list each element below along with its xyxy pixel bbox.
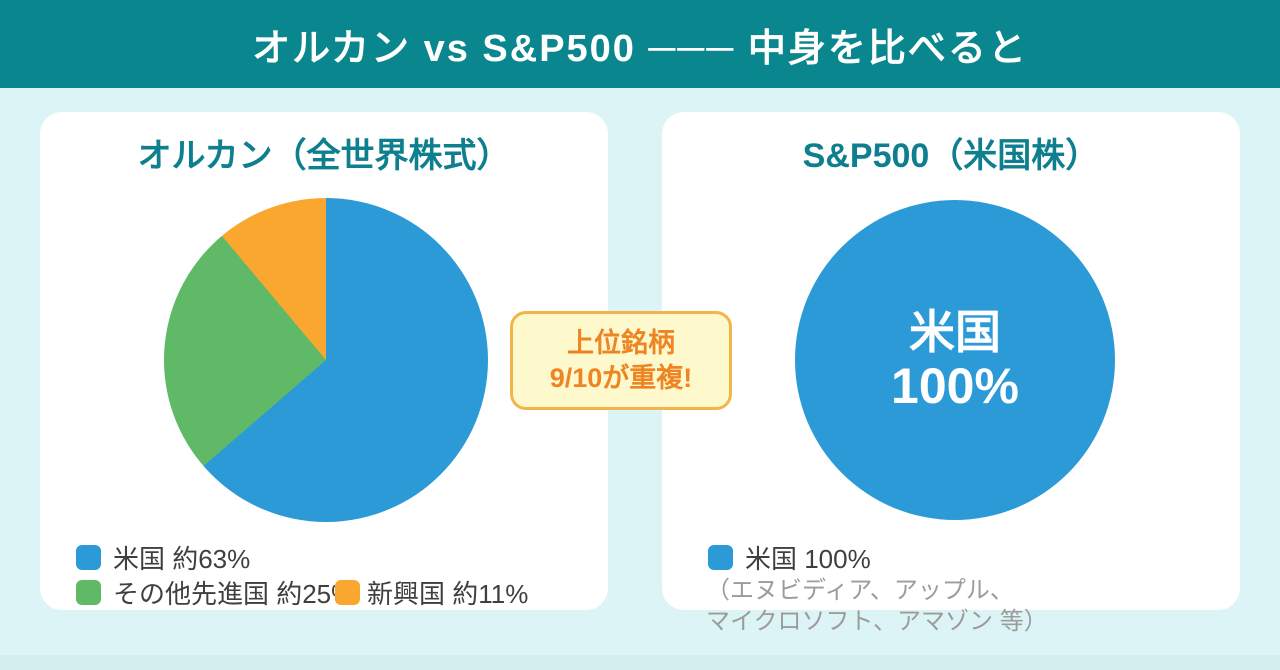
legend-swatch-us-100 — [708, 544, 733, 570]
callout-line2: 9/10が重複! — [549, 362, 693, 393]
legend-swatch-us — [76, 544, 101, 570]
sp500-holdings-note: （エヌビディア、アップル、 マイクロソフト、アマゾン 等） — [706, 575, 1206, 637]
legend-item-us-100: 米国 100% — [708, 543, 871, 574]
sp500-holdings-note-line1: （エヌビディア、アップル、 — [706, 577, 1014, 604]
callout-line1: 上位銘柄 — [567, 327, 675, 358]
legend-swatch-developed — [76, 579, 101, 605]
legend-item-us: 米国 約63% — [76, 543, 250, 574]
header-bar: オルカン vs S&P500 ─── 中身を比べると — [0, 0, 1280, 88]
overlap-callout: 上位銘柄 9/10が重複! — [510, 311, 732, 410]
legend-item-developed: その他先進国 約25% — [76, 578, 354, 609]
pie-chart-sp500: 米国 100% — [795, 200, 1115, 520]
legend-swatch-emerging — [335, 579, 360, 605]
circle-label-country: 米国 — [909, 306, 1001, 358]
pie-chart-all-country — [164, 198, 488, 522]
legend-label-developed: その他先進国 約25% — [113, 578, 355, 609]
legend-label-emerging: 新興国 約11% — [367, 578, 529, 609]
legend-label-us: 米国 約63% — [113, 543, 251, 574]
card-title-all-country: オルカン（全世界株式） — [137, 137, 511, 175]
footer-strip — [0, 655, 1280, 670]
page-title: オルカン vs S&P500 ─── 中身を比べると — [252, 27, 1028, 70]
card-sp500: S&P500（米国株） 米国 100% 米国 100% （エヌビディア、アップル… — [662, 112, 1240, 635]
sp500-holdings-note-line2: マイクロソフト、アマゾン 等） — [706, 608, 1048, 635]
legend-label-us-100: 米国 100% — [745, 543, 871, 574]
circle-label-percent: 100% — [891, 358, 1019, 414]
card-title-sp500: S&P500（米国株） — [802, 137, 1100, 175]
legend-item-emerging: 新興国 約11% — [335, 578, 528, 609]
